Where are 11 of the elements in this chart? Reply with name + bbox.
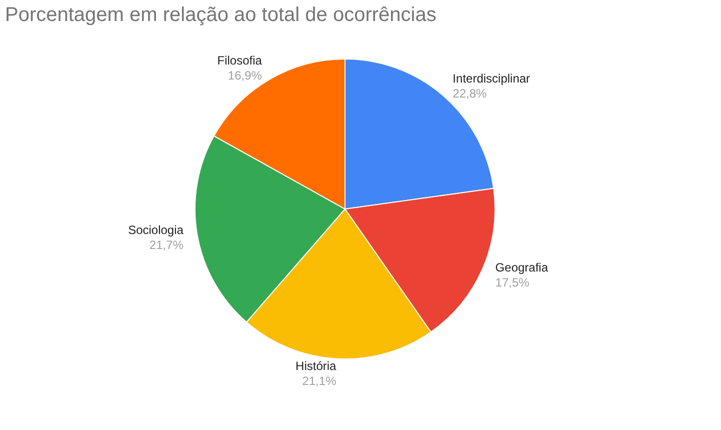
data-label: 16,9% bbox=[228, 68, 262, 83]
slice-label: Sociologia bbox=[128, 223, 184, 238]
slice-label: Geografia bbox=[495, 260, 548, 275]
chart-title: Porcentagem em relação ao total de ocorrências bbox=[5, 4, 436, 26]
data-label: 21,1% bbox=[302, 374, 337, 388]
slice-label: Interdisciplinar bbox=[452, 71, 530, 86]
data-label: 21,7% bbox=[149, 238, 184, 252]
data-label: 22,8% bbox=[452, 86, 488, 100]
slice-label: Filosofia bbox=[217, 54, 262, 68]
slice-label: História bbox=[296, 358, 337, 373]
data-label: 17,5% bbox=[495, 276, 530, 290]
